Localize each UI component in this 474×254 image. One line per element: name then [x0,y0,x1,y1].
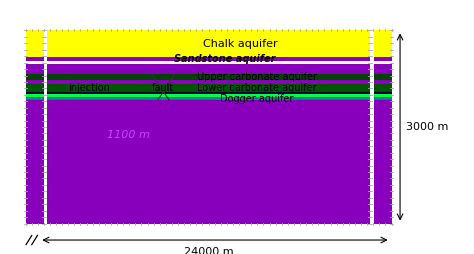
Text: Upper carbonate aquifer: Upper carbonate aquifer [197,72,317,82]
Bar [26,81,44,84]
Text: 3000 m: 3000 m [406,122,448,132]
Bar [47,30,370,57]
Bar [47,97,370,101]
Bar [374,81,392,84]
Bar [374,30,392,57]
Bar [26,94,44,97]
Bar [26,97,44,101]
Bar [26,30,44,57]
Bar [47,94,370,97]
Text: Dogger aquifer: Dogger aquifer [220,93,293,104]
Bar [26,92,44,94]
Bar [374,57,392,61]
Bar [47,57,370,61]
Bar [374,92,392,94]
Text: injection: injection [68,83,110,93]
Bar [26,101,44,224]
Bar [26,74,44,81]
Text: 1100 m: 1100 m [107,130,149,140]
Text: 24000 m: 24000 m [184,247,233,254]
Text: Sandstone aquifer: Sandstone aquifer [174,54,275,64]
Bar [47,64,370,74]
Bar [26,57,44,61]
Bar [26,61,44,64]
Bar [47,101,370,224]
Bar [374,97,392,101]
Bar [26,64,44,74]
Bar [47,61,370,64]
Bar [47,84,370,92]
Bar [374,74,392,81]
Bar [374,101,392,224]
Bar [374,61,392,64]
Bar [47,81,370,84]
Bar [374,94,392,97]
Bar [374,64,392,74]
Bar [47,92,370,94]
Text: fault: fault [152,83,174,93]
Text: Chalk aquifer: Chalk aquifer [203,39,278,49]
Bar [374,84,392,92]
Text: Lower carbonate aquifer: Lower carbonate aquifer [197,83,317,93]
Bar [26,84,44,92]
Bar [47,74,370,81]
